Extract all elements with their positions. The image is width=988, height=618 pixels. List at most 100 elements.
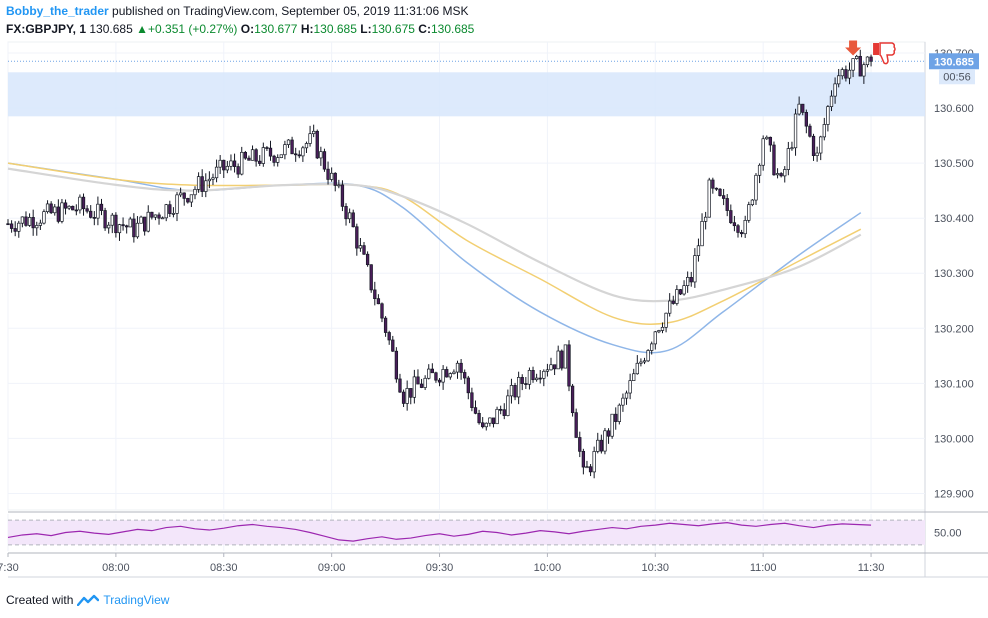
candle-body (632, 373, 636, 381)
candle-body (315, 130, 319, 159)
candle-body (272, 155, 276, 163)
markers (845, 40, 896, 65)
candle-body (801, 103, 805, 113)
low-label: L: (360, 22, 372, 36)
candle-body (232, 160, 237, 167)
candle-body (182, 192, 186, 199)
candle-body (696, 245, 701, 256)
high-label: H: (300, 22, 314, 36)
candle-body (578, 437, 582, 452)
candle-body (779, 173, 783, 177)
candle-body (585, 466, 589, 469)
candle-body (121, 224, 125, 227)
candle-body (125, 225, 129, 228)
candle-body (24, 216, 28, 226)
candle-body (326, 168, 330, 180)
candle-body (653, 331, 657, 345)
candle-body (592, 451, 596, 473)
candle-body (549, 364, 553, 371)
time-tick-label: 7:30 (0, 562, 19, 574)
candle-body (143, 216, 147, 232)
candle-body (545, 369, 550, 372)
candle-body (865, 56, 870, 66)
candle-body (369, 264, 373, 291)
open-label: O: (240, 22, 255, 36)
candle-body (308, 133, 312, 144)
candle-body (416, 376, 420, 385)
time-tick-label: 11:30 (858, 562, 885, 574)
candle-body (664, 312, 668, 328)
candle-body (765, 136, 769, 140)
candle-body (693, 255, 697, 283)
candle-body (477, 412, 481, 424)
candle-body (714, 187, 719, 190)
candle-body (63, 202, 68, 209)
grid (7, 41, 988, 578)
candle-body (247, 157, 251, 161)
candle-body (434, 372, 438, 381)
candle-body (513, 385, 517, 398)
candle-body (437, 379, 442, 383)
candle-body (502, 409, 506, 416)
time-tick-label: 10:30 (642, 562, 670, 574)
candle-body (783, 169, 787, 177)
price-change: +0.351 (+0.27%) (148, 22, 238, 36)
candle-body (340, 184, 345, 207)
down-arrow-icon (845, 40, 862, 56)
candle-body (772, 144, 776, 176)
candle-body (516, 377, 521, 398)
low-value: 130.675 (371, 22, 415, 36)
moving-average-line (7, 162, 862, 354)
close-value: 130.685 (430, 22, 475, 36)
candle-body (459, 362, 463, 373)
thumb-hand (879, 42, 896, 65)
candle-body (297, 154, 301, 157)
candle-body (596, 439, 600, 452)
candle-body (430, 368, 434, 374)
candle-body (17, 222, 21, 232)
candle-body (711, 179, 715, 189)
candle-body (524, 383, 528, 385)
candle-body (89, 210, 93, 218)
candle-body (240, 151, 244, 175)
candle-body (178, 192, 183, 196)
candle-body (736, 225, 740, 233)
candle-body (60, 202, 64, 222)
candle-body (200, 176, 204, 192)
candle-body (671, 300, 675, 304)
candle-body (290, 139, 294, 155)
candle-body (678, 289, 683, 295)
thumb-cuff (873, 43, 880, 56)
tradingview-brand-link[interactable]: TradingView (103, 593, 170, 607)
candle-body (657, 330, 661, 333)
candle-body (700, 221, 704, 247)
candle-body (53, 206, 57, 214)
candle-body (35, 225, 39, 229)
candle-body (81, 196, 86, 210)
candle-body (254, 149, 258, 162)
author-link[interactable]: Bobby_the_trader (6, 4, 109, 18)
candle-body (689, 277, 693, 283)
candle-body (747, 204, 751, 221)
time-tick-label: 10:00 (534, 562, 562, 574)
candle-body (481, 422, 485, 428)
candle-body (286, 139, 291, 145)
candle-body (398, 378, 402, 393)
candle-body (214, 166, 219, 179)
candle-body (811, 135, 816, 156)
candle-body (574, 412, 578, 438)
tradingview-logo-icon (77, 594, 100, 606)
candle-body (484, 422, 488, 428)
high-value: 130.685 (313, 22, 357, 36)
candle-body (196, 176, 201, 190)
candle-body (448, 373, 452, 378)
candle-body (847, 69, 852, 79)
candle-body (721, 195, 726, 199)
candle-body (542, 370, 546, 379)
candle-body (365, 253, 370, 266)
countdown-badge (939, 69, 975, 85)
candle-body (639, 361, 643, 364)
candle-body (829, 95, 834, 107)
candles (6, 49, 873, 479)
candle-body (869, 56, 873, 62)
